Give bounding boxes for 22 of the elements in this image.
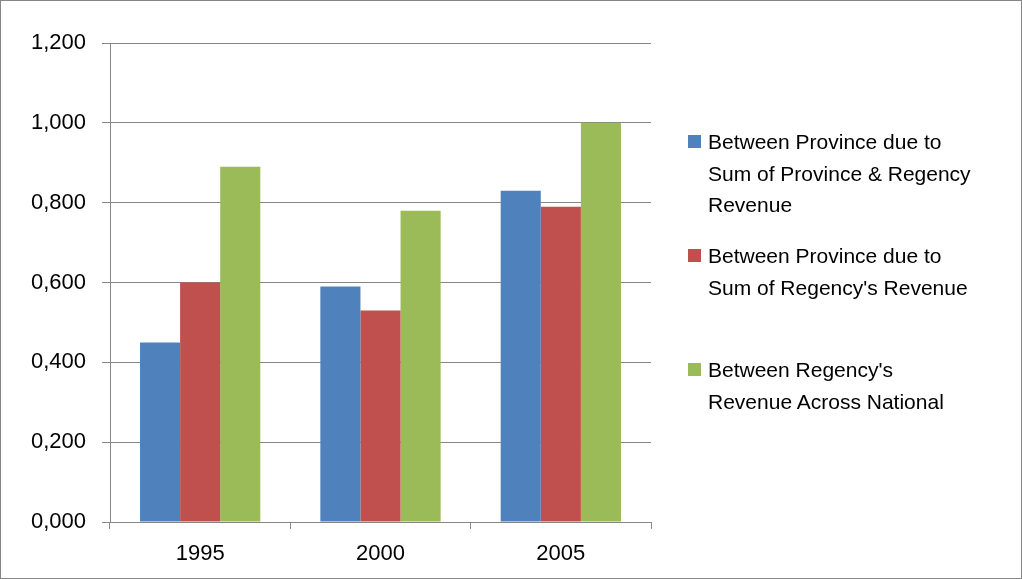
y-tick-label: 0,600 (30, 268, 86, 294)
bar (220, 166, 261, 522)
y-tick-label: 0,400 (30, 348, 86, 374)
bar (540, 206, 581, 522)
bar (400, 210, 441, 522)
y-tick-label: 1,200 (30, 29, 86, 55)
legend-label: Between Province due to Sum of Regency's Revenue (708, 243, 969, 301)
bar (580, 122, 621, 522)
x-tick-label: 1995 (175, 540, 225, 566)
bar (180, 282, 221, 522)
y-tick-label: 0,800 (30, 188, 86, 214)
y-tick-label: 1,000 (30, 108, 86, 134)
x-tick-label: 2005 (536, 540, 586, 566)
x-tick-label: 2000 (356, 540, 405, 566)
bar (140, 342, 181, 522)
bar (360, 310, 401, 522)
y-tick-label: 0,200 (30, 428, 86, 454)
legend-label: Between Province due to Sum of Province & Regency Revenue (708, 129, 972, 218)
legend-label: Between Regency's Revenue Across National (708, 357, 945, 415)
y-tick-label: 0,000 (30, 508, 86, 534)
bar (500, 190, 541, 522)
bar (320, 286, 361, 522)
